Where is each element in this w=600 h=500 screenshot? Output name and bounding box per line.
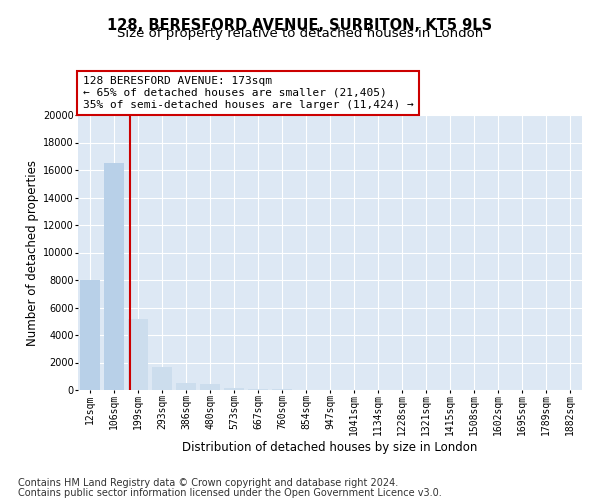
- Bar: [176, 383, 196, 390]
- Bar: [248, 388, 268, 390]
- Bar: [128, 318, 148, 390]
- Y-axis label: Number of detached properties: Number of detached properties: [26, 160, 39, 346]
- X-axis label: Distribution of detached houses by size in London: Distribution of detached houses by size …: [182, 441, 478, 454]
- Text: Contains public sector information licensed under the Open Government Licence v3: Contains public sector information licen…: [18, 488, 442, 498]
- Text: Contains HM Land Registry data © Crown copyright and database right 2024.: Contains HM Land Registry data © Crown c…: [18, 478, 398, 488]
- Bar: [80, 280, 100, 390]
- Bar: [152, 366, 172, 390]
- Bar: [200, 384, 220, 390]
- Text: 128, BERESFORD AVENUE, SURBITON, KT5 9LS: 128, BERESFORD AVENUE, SURBITON, KT5 9LS: [107, 18, 493, 32]
- Text: 128 BERESFORD AVENUE: 173sqm
← 65% of detached houses are smaller (21,405)
35% o: 128 BERESFORD AVENUE: 173sqm ← 65% of de…: [83, 76, 414, 110]
- Bar: [224, 388, 244, 390]
- Bar: [104, 163, 124, 390]
- Text: Size of property relative to detached houses in London: Size of property relative to detached ho…: [117, 28, 483, 40]
